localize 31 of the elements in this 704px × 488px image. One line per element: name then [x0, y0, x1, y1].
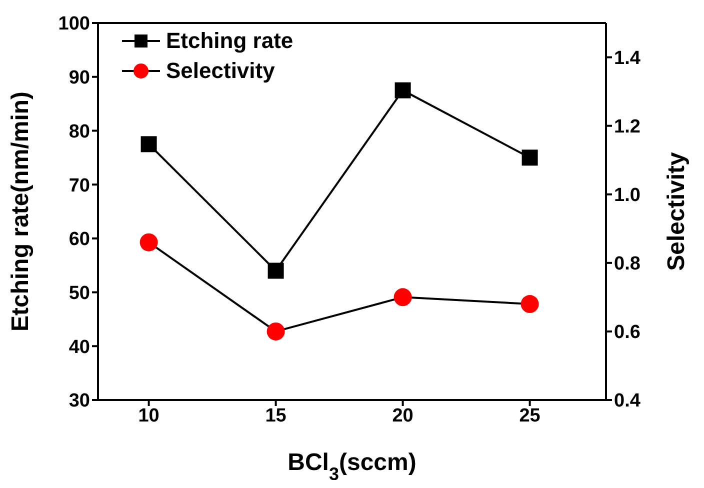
point [394, 288, 412, 306]
point [520, 295, 539, 314]
y2-tick-label: 1.2 [614, 116, 640, 138]
y2-tick-label: 1.4 [614, 48, 641, 70]
point [268, 262, 284, 279]
point [266, 322, 285, 340]
y2-tick-label: 1.0 [614, 185, 640, 206]
legend-label: Etching rate [166, 28, 294, 54]
x-tick-label: 25 [519, 405, 541, 426]
point [522, 150, 538, 166]
y-tick-label: 40 [68, 336, 90, 358]
x-axis-title: BCl$_{3}$(sccm) [288, 449, 416, 484]
y2-tick-label: 0.6 [614, 322, 640, 344]
y2-tick-label: 0.8 [614, 254, 640, 275]
legend-label: Selectivity [166, 58, 275, 84]
y-tick-label: 80 [68, 121, 90, 142]
x-tick-label: 15 [265, 405, 287, 426]
point [140, 233, 158, 252]
point [140, 136, 157, 152]
y2-tick-label: 0.4 [614, 390, 641, 412]
point [394, 82, 411, 98]
y-tick-label: 60 [68, 229, 90, 250]
x-tick-label: 10 [138, 405, 160, 426]
y-axis-title: Etching rate(nm/min) [7, 91, 34, 332]
y-tick-label: 50 [68, 283, 90, 304]
y-tick-label: 30 [68, 390, 90, 412]
x-tick-label: 20 [392, 405, 414, 426]
y2-axis-title: Selectivity [663, 151, 690, 271]
y-tick-label: 90 [68, 68, 90, 89]
y-tick-label: 70 [68, 175, 90, 196]
y-tick-label: 100 [58, 14, 90, 35]
